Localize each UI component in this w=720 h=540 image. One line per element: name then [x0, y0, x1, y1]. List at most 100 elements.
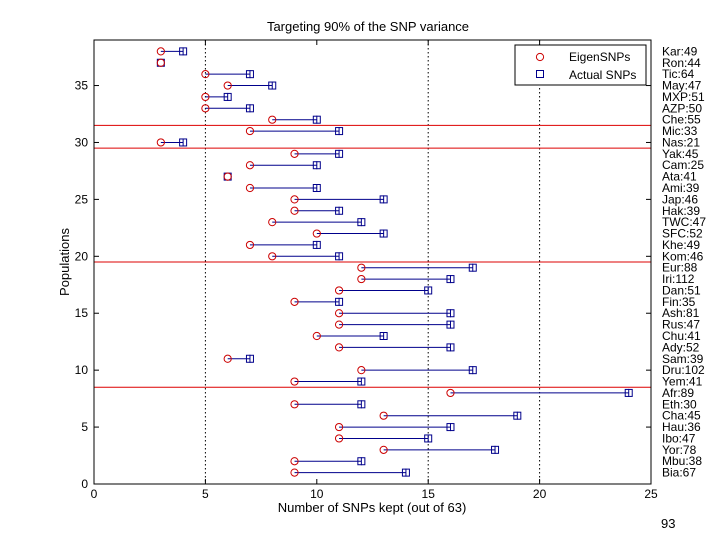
- eigensnps-marker: [290, 149, 299, 158]
- actual-snps-marker: [179, 47, 188, 56]
- y-tick-label: 0: [81, 477, 88, 491]
- eigensnps-marker: [334, 422, 344, 432]
- population-label: Sam:39: [662, 352, 704, 366]
- eigensnps-marker: [245, 161, 255, 170]
- population-label: Tic:64: [662, 67, 695, 81]
- actual-snps-marker: [335, 252, 344, 261]
- chart-title: Targeting 90% of the SNP variance: [267, 19, 469, 34]
- population-label: Iri:112: [662, 272, 695, 286]
- y-tick-label: 25: [75, 192, 89, 206]
- legend-actual-marker: [536, 70, 544, 78]
- legend-box: [514, 44, 647, 86]
- eigensnps-marker: [290, 377, 299, 386]
- population-label: Dan:51: [662, 283, 701, 297]
- population-label: Dru:102: [662, 363, 705, 377]
- eigensnps-marker: [201, 104, 210, 113]
- legend: EigenSNPs Actual SNPs: [514, 44, 647, 86]
- population-label: Mbu:38: [662, 454, 702, 468]
- actual-snps-marker: [468, 263, 477, 272]
- actual-snps-marker: [513, 411, 522, 420]
- eigensnps-marker: [156, 138, 165, 147]
- population-label: Che:55: [662, 113, 701, 127]
- eigensnps-marker: [223, 354, 232, 363]
- population-label: SFC:52: [662, 227, 703, 241]
- population-label: AZP:50: [662, 101, 702, 115]
- actual-snps-marker: [312, 161, 321, 170]
- y-axis-label: Populations: [57, 228, 72, 296]
- actual-snps-marker: [245, 70, 254, 79]
- eigensnps-marker: [201, 70, 210, 79]
- eigensnps-marker: [290, 468, 299, 477]
- population-label: Chu:41: [662, 329, 701, 343]
- actual-snps-marker: [424, 286, 433, 295]
- population-label: Eur:88: [662, 261, 698, 275]
- actual-snps-marker: [624, 388, 633, 397]
- actual-snps-marker: [357, 400, 366, 409]
- actual-snps-marker: [179, 138, 188, 147]
- actual-snps-marker: [312, 115, 321, 124]
- actual-snps-marker: [446, 309, 455, 318]
- eigensnps-marker: [223, 172, 232, 181]
- x-tick-label: 0: [91, 487, 98, 501]
- population-label: Bia:67: [662, 466, 696, 480]
- eigensnps-marker: [357, 274, 366, 284]
- y-tick-label: 30: [75, 135, 89, 149]
- y-tick-label: 5: [81, 420, 88, 434]
- actual-snps-marker: [446, 343, 455, 352]
- eigensnps-marker: [245, 126, 255, 136]
- eigensnps-marker: [223, 81, 232, 90]
- actual-snps-marker: [312, 240, 321, 249]
- actual-snps-marker: [379, 229, 388, 238]
- eigensnps-marker: [357, 263, 366, 272]
- eigensnps-marker: [312, 331, 321, 341]
- legend-eigen-marker: [535, 52, 545, 62]
- eigensnps-marker: [334, 309, 344, 318]
- population-label: Rus:47: [662, 318, 700, 332]
- population-label: Yor:78: [662, 443, 697, 457]
- eigensnps-marker: [334, 343, 344, 352]
- eigensnps-marker: [334, 286, 344, 295]
- y-tick-label: 10: [75, 363, 89, 377]
- y-tick-label: 20: [75, 249, 89, 263]
- actual-snps-marker: [446, 320, 455, 329]
- eigensnps-marker: [312, 229, 321, 238]
- eigensnps-marker: [290, 195, 299, 204]
- actual-snps-marker: [401, 468, 410, 477]
- actual-snps-marker: [446, 423, 455, 432]
- plot-frame: [93, 39, 652, 485]
- actual-snps-marker: [491, 445, 500, 454]
- eigensnps-marker: [268, 252, 277, 261]
- x-tick-label: 5: [202, 487, 209, 501]
- actual-snps-marker: [446, 275, 455, 284]
- actual-snps-marker: [245, 354, 254, 363]
- population-label: Hak:39: [662, 204, 700, 218]
- eigensnps-marker: [290, 297, 299, 306]
- population-label: Ron:44: [662, 56, 701, 70]
- eigensnps-marker: [446, 388, 455, 398]
- population-label: Nas:21: [662, 135, 700, 149]
- population-label: Ady:52: [662, 340, 700, 354]
- population-label: Cha:45: [662, 409, 701, 423]
- y-tick-label: 15: [75, 306, 89, 320]
- eigensnps-marker: [290, 400, 299, 409]
- population-label: Jap:46: [662, 192, 698, 206]
- eigensnps-marker: [245, 183, 255, 193]
- legend-actual-label: Actual SNPs: [569, 68, 636, 82]
- eigensnps-marker: [334, 320, 344, 329]
- x-tick-label: 25: [644, 487, 658, 501]
- eigensnps-marker: [201, 92, 210, 102]
- actual-snps-marker: [468, 366, 477, 375]
- population-label: Afr:89: [662, 386, 694, 400]
- y-tick-label: 35: [75, 79, 89, 93]
- population-label: Khe:49: [662, 238, 700, 252]
- actual-snps-marker: [424, 434, 433, 443]
- actual-snps-marker: [245, 104, 254, 113]
- eigensnps-marker: [290, 206, 299, 215]
- actual-snps-marker: [268, 81, 277, 90]
- page-number: 93: [661, 516, 676, 531]
- actual-snps-marker: [379, 332, 388, 340]
- actual-snps-marker: [357, 218, 366, 227]
- population-label: Ash:81: [662, 306, 700, 320]
- actual-snps-marker: [335, 127, 344, 136]
